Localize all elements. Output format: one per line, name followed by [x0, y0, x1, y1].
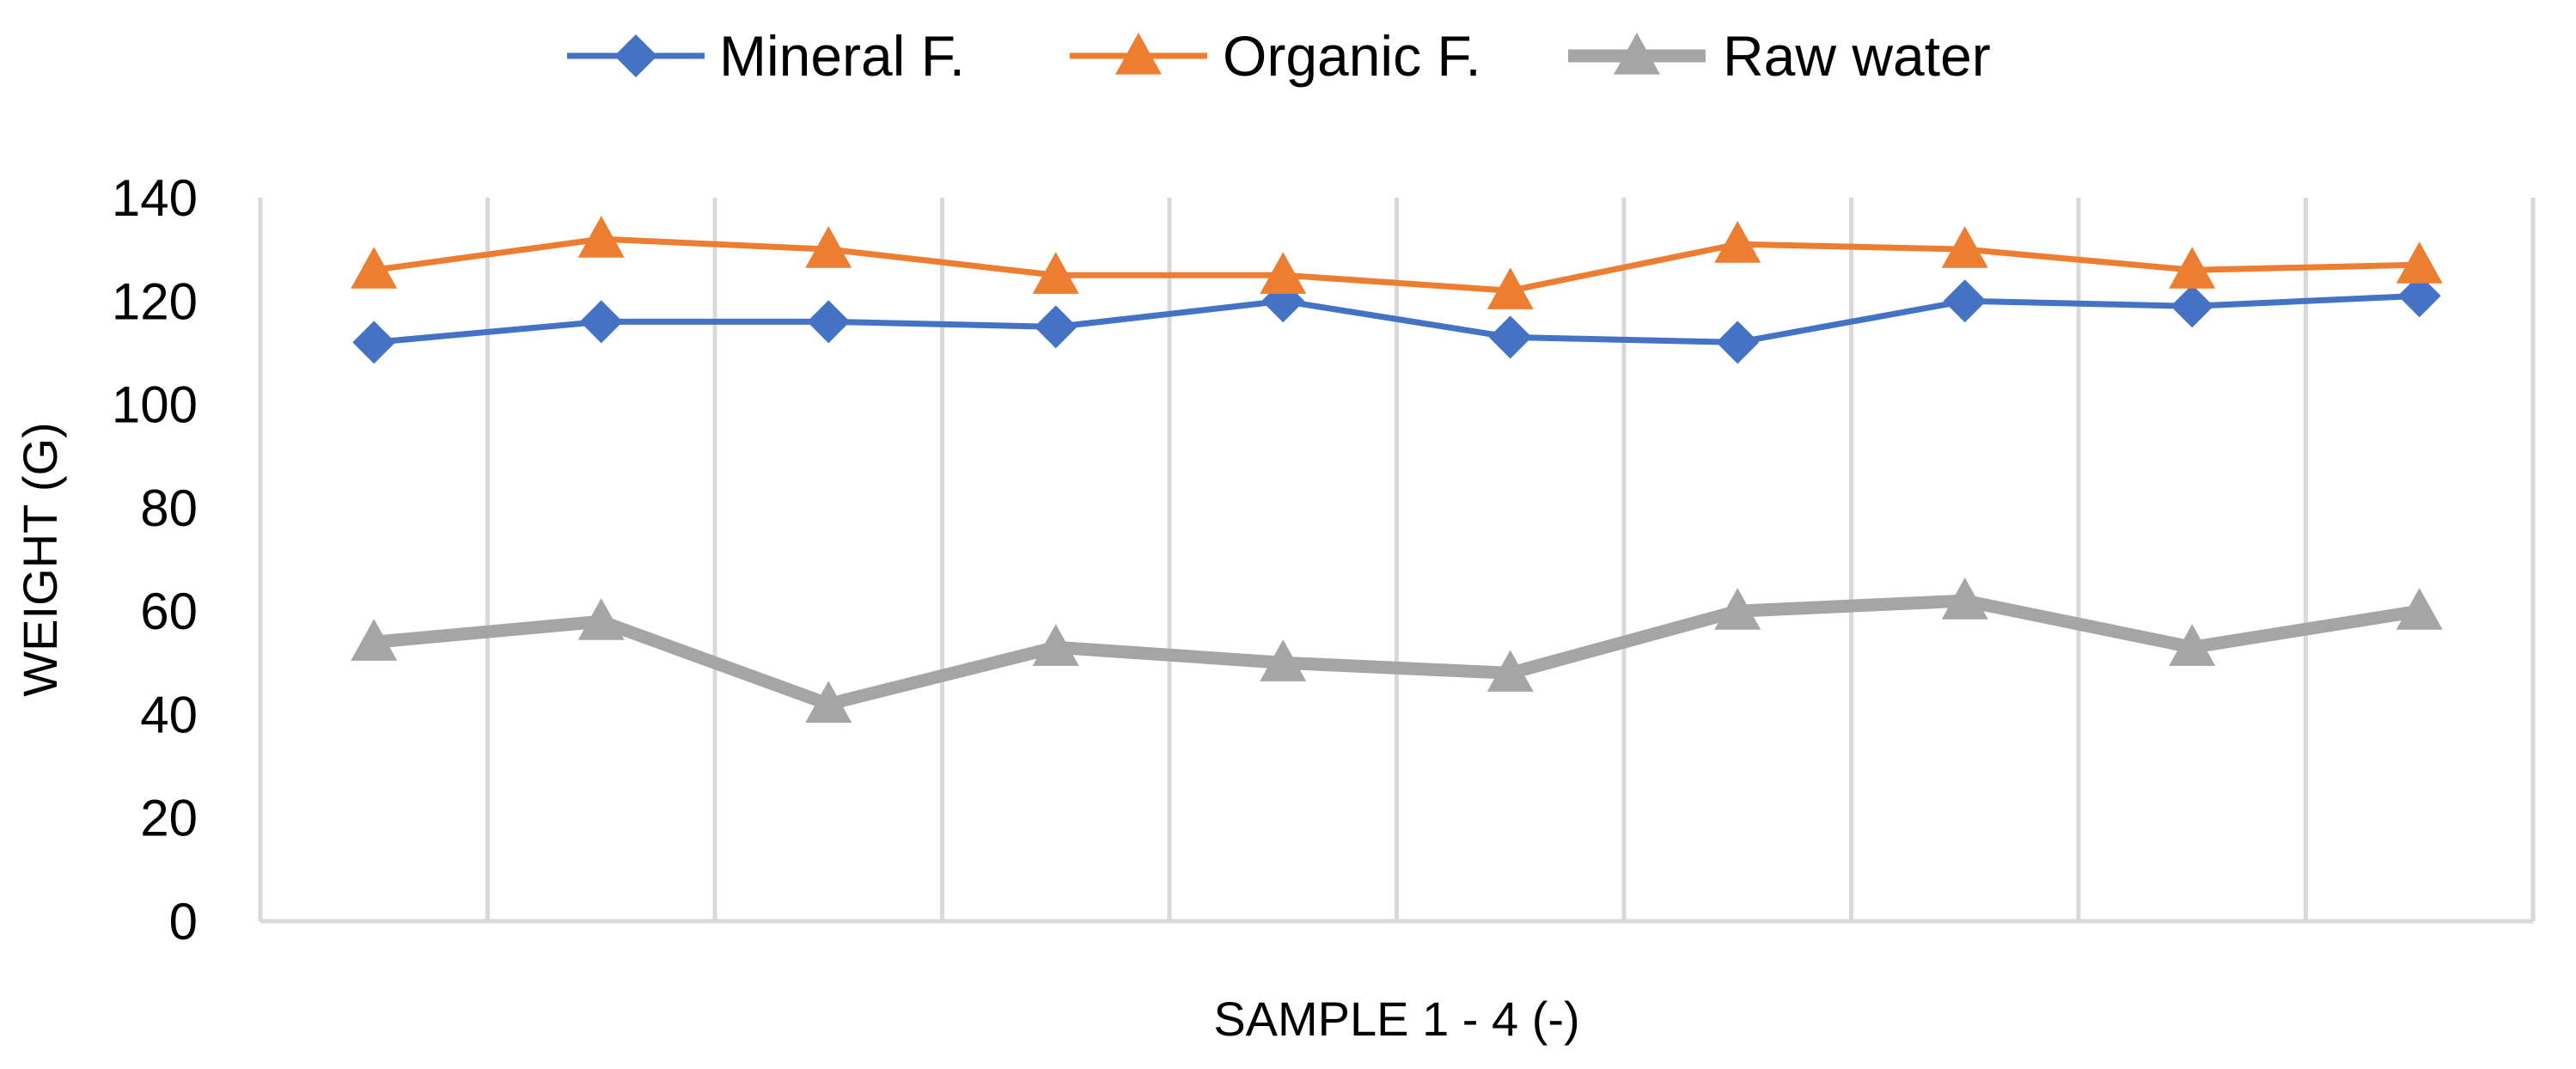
y-tick-label: 80 [140, 480, 198, 537]
y-tick-label: 60 [140, 583, 198, 640]
data-point [807, 300, 851, 344]
data-point [1714, 221, 1761, 263]
data-point [1941, 577, 1988, 620]
axis-layer: 0 20 40 60 80 100 120 140 [112, 169, 2533, 950]
legend-marker [614, 34, 657, 77]
data-point [579, 300, 623, 344]
data-point [1943, 279, 1987, 323]
y-tick-label: 40 [140, 686, 198, 743]
legend-item: Raw water [1568, 24, 1991, 88]
data-point [1486, 650, 1534, 692]
data-point [805, 681, 852, 723]
data-point [1714, 588, 1761, 630]
data-point [577, 598, 625, 640]
series-line [373, 292, 2420, 345]
data-point [1260, 639, 1307, 681]
legend-label: Raw water [1723, 24, 1991, 88]
data-point [2396, 588, 2443, 630]
series-organic-f [351, 216, 2443, 309]
y-tick-label: 100 [112, 376, 198, 434]
data-point [2397, 274, 2441, 318]
data-point [577, 216, 625, 258]
series-mineral-f [352, 274, 2441, 364]
data-point [351, 247, 398, 289]
legend-item: Mineral F. [567, 24, 965, 88]
series-raw-water [351, 577, 2443, 723]
data-point [1716, 321, 1760, 364]
data-point [1032, 624, 1079, 666]
legend-item: Organic F. [1070, 24, 1481, 88]
data-point [1034, 305, 1077, 349]
data-point [1486, 267, 1534, 309]
data-point [2170, 284, 2214, 328]
data-point [1488, 315, 1532, 359]
series-line [373, 235, 2420, 294]
data-point [2396, 241, 2443, 284]
legend-marker [1614, 33, 1660, 75]
data-point [1260, 252, 1307, 294]
y-tick-label: 20 [140, 790, 198, 847]
data-point [1032, 252, 1079, 294]
series-line [373, 594, 2420, 711]
y-tick-label: 140 [112, 169, 198, 227]
series-layer [351, 216, 2443, 723]
y-tick-label: 0 [169, 893, 198, 950]
legend-label: Mineral F. [719, 24, 965, 88]
data-point [805, 226, 852, 268]
data-point [2169, 624, 2216, 666]
legend-label: Organic F. [1223, 24, 1481, 88]
legend-marker [1115, 33, 1162, 75]
data-point [352, 321, 396, 364]
data-point [1941, 226, 1988, 268]
data-point [2169, 247, 2216, 289]
y-tick-label: 120 [112, 272, 198, 330]
data-point [351, 619, 398, 661]
legend: Mineral F. Organic F. Raw water [567, 24, 1991, 88]
x-axis-title: SAMPLE 1 - 4 (-) [1213, 992, 1579, 1046]
y-axis-title: WEIGHT (G) [13, 422, 67, 696]
